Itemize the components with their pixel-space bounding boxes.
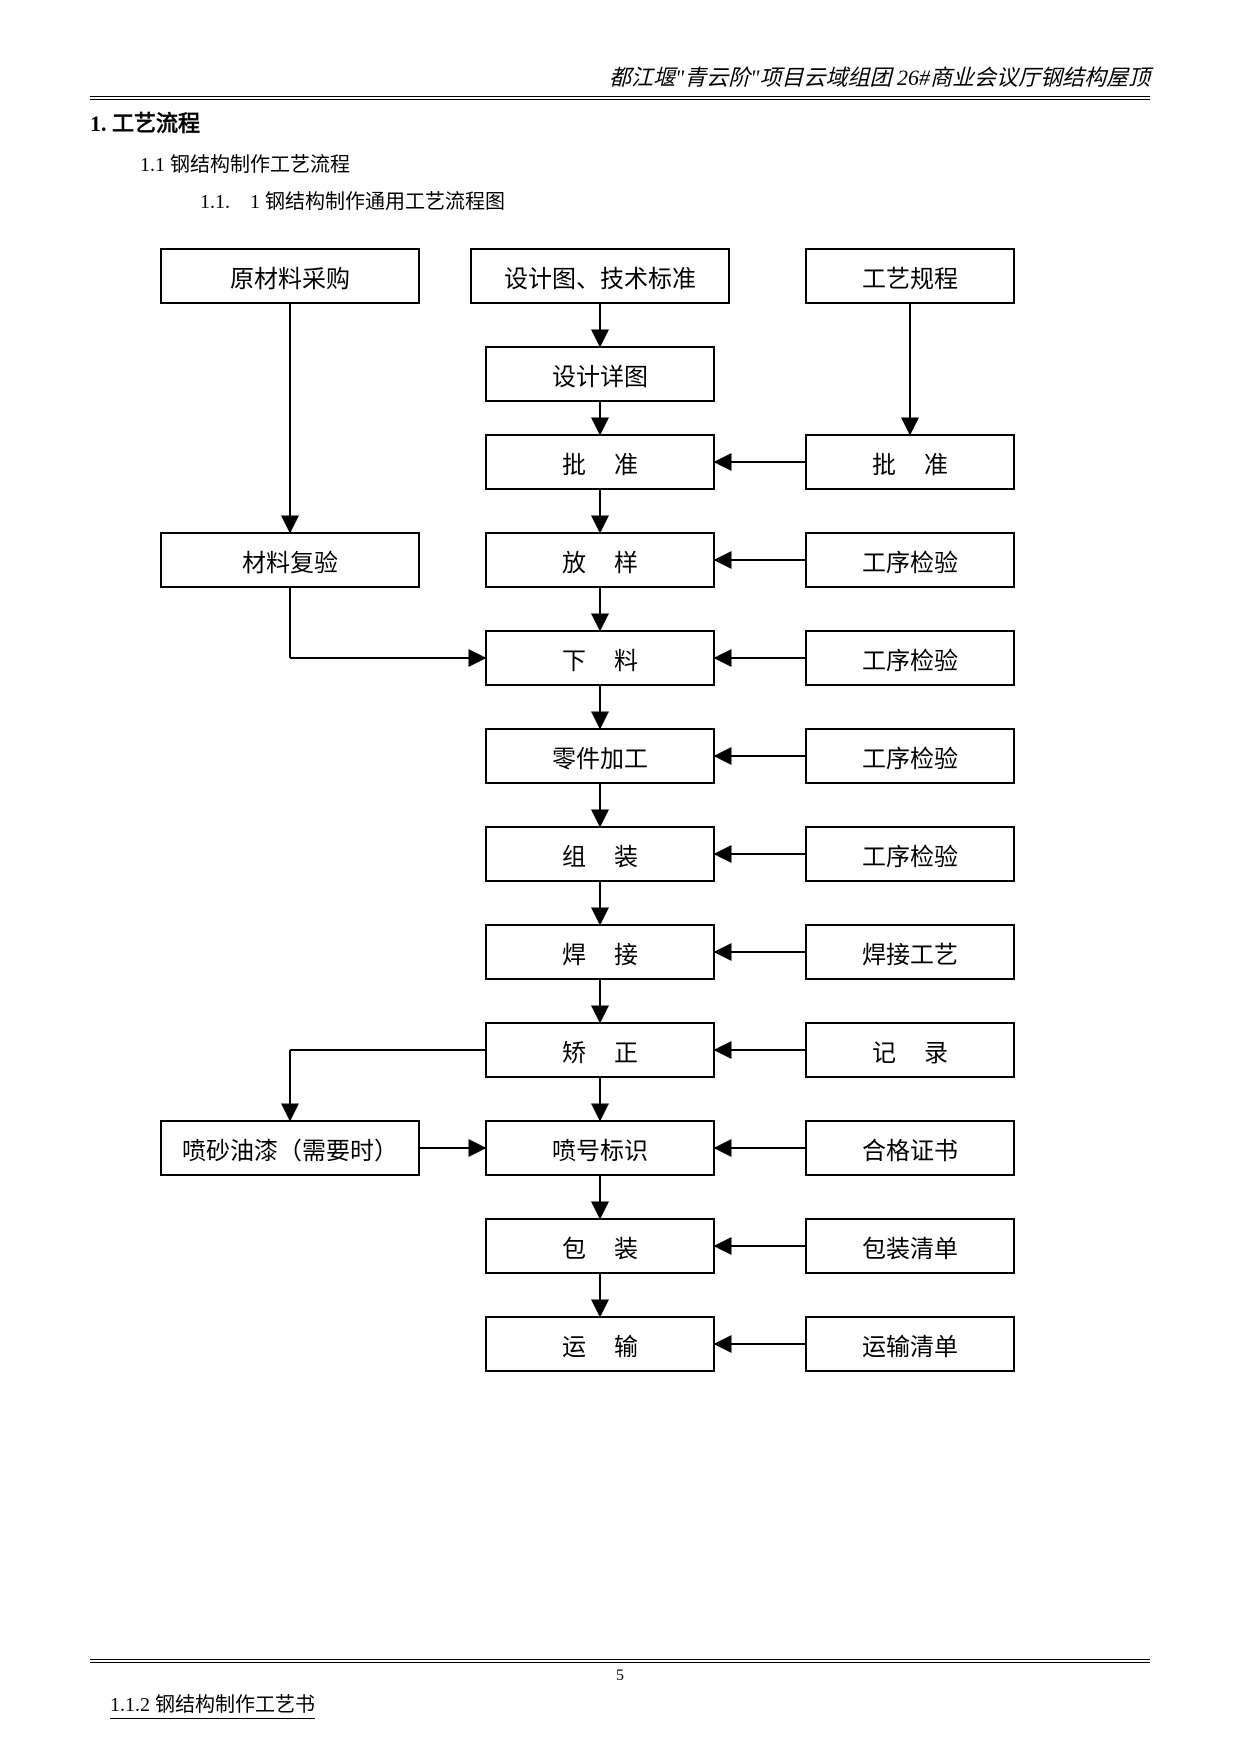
flow-node: 工艺规程 [805,248,1015,304]
heading-1: 1. 工艺流程 [90,106,1150,138]
flow-node: 焊接工艺 [805,924,1015,980]
flow-node: 工序检验 [805,728,1015,784]
flow-node: 材料复验 [160,532,420,588]
flow-node: 批准 [485,434,715,490]
flow-node: 喷号标识 [485,1120,715,1176]
flow-node: 合格证书 [805,1120,1015,1176]
flow-node: 记录 [805,1022,1015,1078]
flow-node: 组装 [485,826,715,882]
flow-node: 焊接 [485,924,715,980]
flow-node: 工序检验 [805,826,1015,882]
flowchart: 原材料采购设计图、技术标准工艺规程设计详图批准批准材料复验放样工序检验下料工序检… [90,228,1150,1668]
flow-node: 原材料采购 [160,248,420,304]
flow-node: 零件加工 [485,728,715,784]
flow-node: 设计详图 [485,346,715,402]
page-number: 5 [616,1667,624,1684]
flow-node: 设计图、技术标准 [470,248,730,304]
page-footer: 5 [90,1659,1150,1685]
flow-node: 运输清单 [805,1316,1015,1372]
heading-1-1-1: 1.1. 1 钢结构制作通用工艺流程图 [200,185,1150,214]
flow-node: 运输 [485,1316,715,1372]
heading-1-1: 1.1 钢结构制作工艺流程 [140,148,1150,177]
flow-node: 包装清单 [805,1218,1015,1274]
page-header: 都江堰"青云阶"项目云域组团 26#商业会议厅钢结构屋顶 [90,60,1150,100]
flow-node: 批准 [805,434,1015,490]
flow-node: 工序检验 [805,630,1015,686]
flow-node: 工序检验 [805,532,1015,588]
flow-node: 下料 [485,630,715,686]
flow-node: 矫正 [485,1022,715,1078]
flow-node: 放样 [485,532,715,588]
flow-node: 包装 [485,1218,715,1274]
heading-1-1-2: 1.1.2 钢结构制作工艺书 [110,1688,315,1719]
flow-node: 喷砂油漆（需要时） [160,1120,420,1176]
